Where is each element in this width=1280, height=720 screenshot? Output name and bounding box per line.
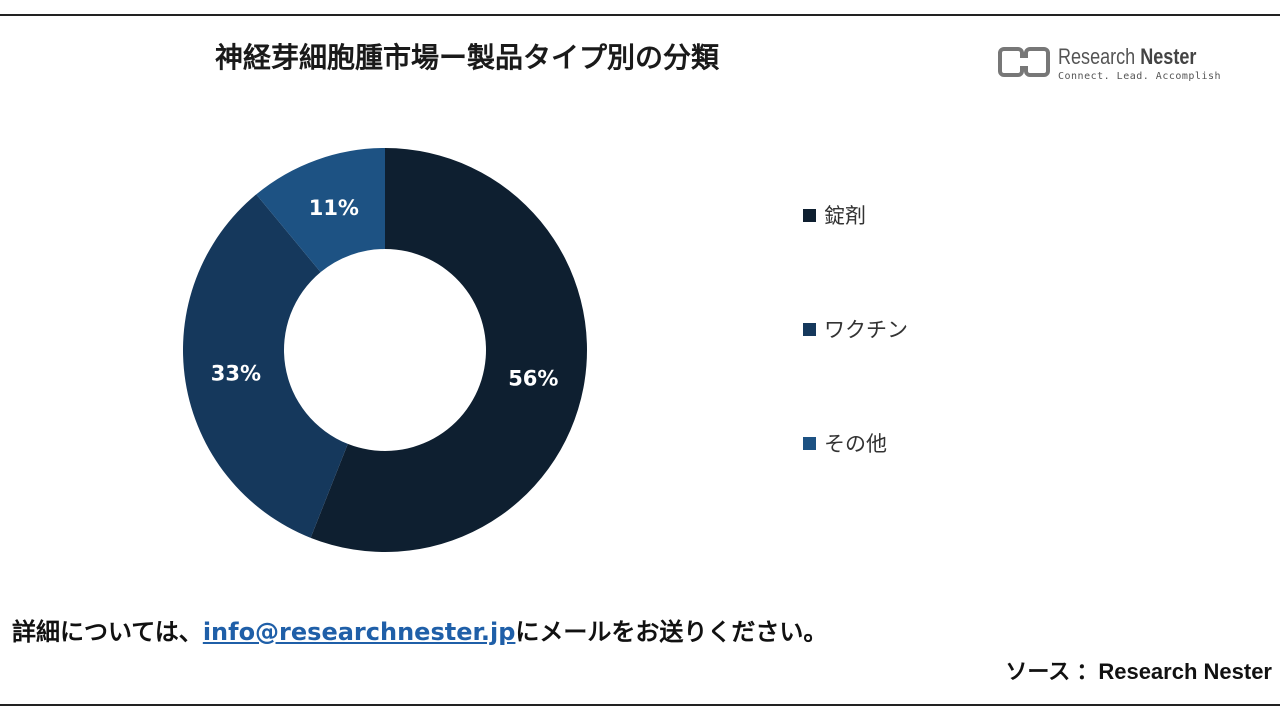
slice-2 [183, 194, 348, 538]
logo-tagline: Connect. Lead. Accomplish [1058, 71, 1222, 82]
contact-note-suffix: にメールをお送りください。 [515, 618, 828, 646]
research-nester-logo: Research Nester Connect. Lead. Accomplis… [998, 44, 1228, 84]
logo-mark-icon [998, 47, 1050, 77]
contact-note: 詳細については、info@researchnester.jpにメールをお送りくだ… [12, 612, 827, 647]
legend-label-1: 錠剤 [824, 204, 866, 228]
slice-label-1: 56% [508, 366, 558, 390]
legend-item-1: 錠剤 [803, 200, 866, 230]
legend-item-2: ワクチン [803, 314, 908, 344]
source-credit: ソース ：Research Nester [1005, 659, 1272, 684]
slice-label-3: 11% [309, 196, 359, 220]
legend-label-3: その他 [824, 432, 887, 456]
legend-item-3: その他 [803, 428, 887, 458]
contact-email-link[interactable]: info@researchnester.jp [202, 618, 516, 646]
logo-name-part2: Nester [1140, 44, 1197, 69]
legend-swatch-3 [803, 436, 816, 450]
contact-note-prefix: 詳細については、 [12, 618, 203, 646]
logo-name-part1: Research [1058, 44, 1136, 69]
top-rule [0, 14, 1280, 16]
legend-label-2: ワクチン [824, 318, 908, 342]
slice-3 [256, 148, 385, 273]
chart-title: 神経芽細胞腫市場ー製品タイプ別の分類 [215, 41, 720, 74]
bottom-rule [0, 704, 1280, 706]
legend-swatch-2 [803, 322, 816, 336]
slice-label-2: 33% [211, 362, 261, 386]
slice-1 [310, 148, 587, 552]
legend-swatch-1 [803, 208, 816, 222]
logo-name: Research Nester [1058, 44, 1196, 70]
